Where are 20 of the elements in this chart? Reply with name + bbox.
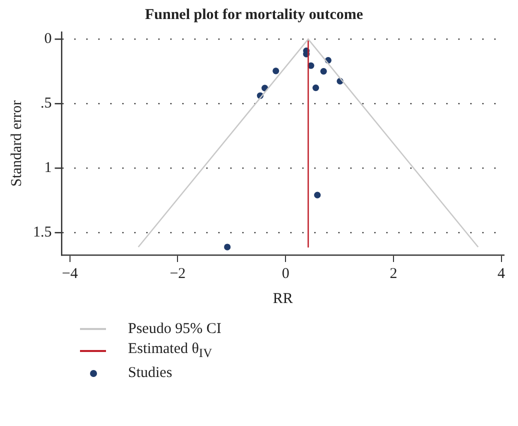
y-tick-label: 1.5 xyxy=(33,224,52,240)
chart-title: Funnel plot for mortality outcome xyxy=(144,6,364,23)
y-tick-label: .5 xyxy=(40,96,52,112)
point xyxy=(224,244,231,250)
legend-label: Estimated θ$_{IV}$ xyxy=(128,341,212,361)
x-tick-label: 2 xyxy=(390,266,398,282)
point xyxy=(272,68,280,74)
x-tick-label: −2 xyxy=(170,266,186,282)
y-tick-label: 0 xyxy=(44,31,52,48)
y-tick-label: 1 xyxy=(44,160,52,176)
point xyxy=(312,84,320,92)
x-axis-title: RR xyxy=(272,290,293,307)
legend-label: Studies xyxy=(128,364,172,382)
point xyxy=(314,192,321,198)
legend-label: Pseudo 95% CI xyxy=(128,320,222,338)
y-axis-title: Standard error xyxy=(8,100,25,187)
x-tick-label: −4 xyxy=(62,266,78,282)
point xyxy=(320,68,327,75)
x-tick-label: 4 xyxy=(498,266,506,282)
x-tick-label: 0 xyxy=(282,266,290,282)
